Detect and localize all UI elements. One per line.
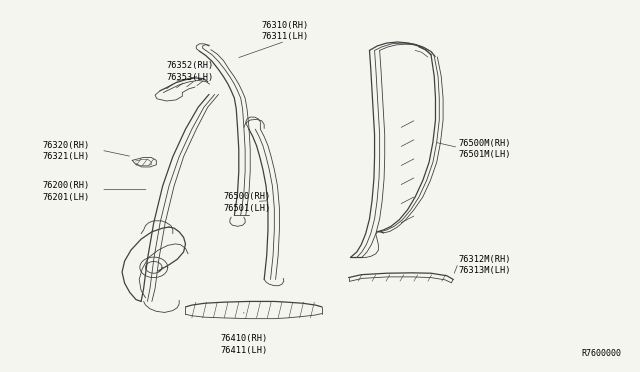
Text: R7600000: R7600000 <box>581 349 621 358</box>
Text: 76200(RH)
76201(LH): 76200(RH) 76201(LH) <box>42 182 90 202</box>
Text: 76500M(RH)
76501M(LH): 76500M(RH) 76501M(LH) <box>458 139 511 160</box>
Text: 76320(RH)
76321(LH): 76320(RH) 76321(LH) <box>42 141 90 161</box>
Text: 76312M(RH)
76313M(LH): 76312M(RH) 76313M(LH) <box>458 255 511 275</box>
Text: 76310(RH)
76311(LH): 76310(RH) 76311(LH) <box>262 21 308 41</box>
Text: 76500(RH)
76501(LH): 76500(RH) 76501(LH) <box>223 192 271 212</box>
Text: 76410(RH)
76411(LH): 76410(RH) 76411(LH) <box>220 334 268 355</box>
Text: 76352(RH)
76353(LH): 76352(RH) 76353(LH) <box>166 61 214 81</box>
